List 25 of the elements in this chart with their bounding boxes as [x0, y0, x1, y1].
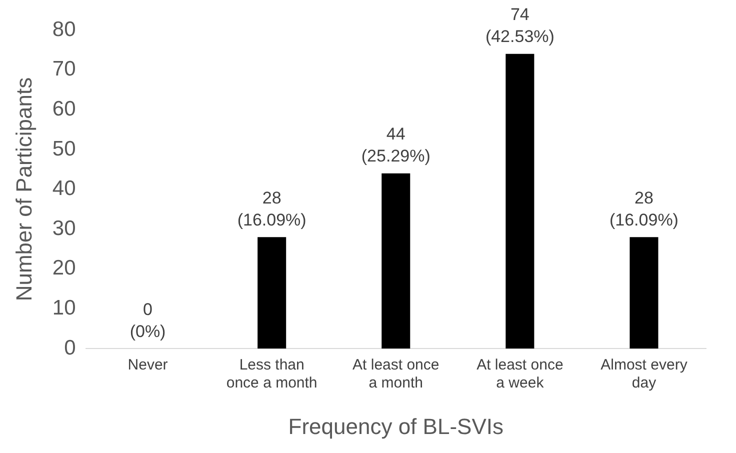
bar — [382, 173, 410, 349]
data-label: 74 (42.53%) — [485, 5, 554, 46]
y-tick-label: 60 — [52, 97, 76, 120]
data-label: 0 (0%) — [130, 300, 166, 341]
y-axis-title: Number of Participants — [11, 77, 36, 302]
bar — [506, 54, 534, 349]
data-label: 44 (25.29%) — [361, 124, 430, 166]
y-tick-label: 20 — [52, 256, 76, 280]
data-label: 28 (16.09%) — [237, 188, 306, 230]
y-tick-label: 70 — [52, 58, 76, 81]
data-label: 28 (16.09%) — [609, 188, 678, 230]
x-tick-label: Less than once a month — [226, 356, 318, 392]
y-tick-label: 50 — [52, 137, 76, 160]
y-tick-label: 40 — [52, 177, 76, 200]
x-tick-label: Almost every day — [600, 356, 688, 392]
y-tick-label: 80 — [52, 18, 76, 41]
x-tick-label: At least once a week — [476, 356, 564, 392]
bar — [258, 237, 286, 349]
y-tick-label: 30 — [52, 216, 76, 240]
x-axis-title: Frequency of BL-SVIs — [288, 414, 504, 439]
x-tick-label: At least once a month — [352, 356, 440, 392]
y-tick-label: 0 — [64, 336, 76, 360]
bar — [630, 237, 658, 349]
y-tick-label: 10 — [52, 296, 76, 320]
x-tick-label: Never — [128, 356, 168, 374]
